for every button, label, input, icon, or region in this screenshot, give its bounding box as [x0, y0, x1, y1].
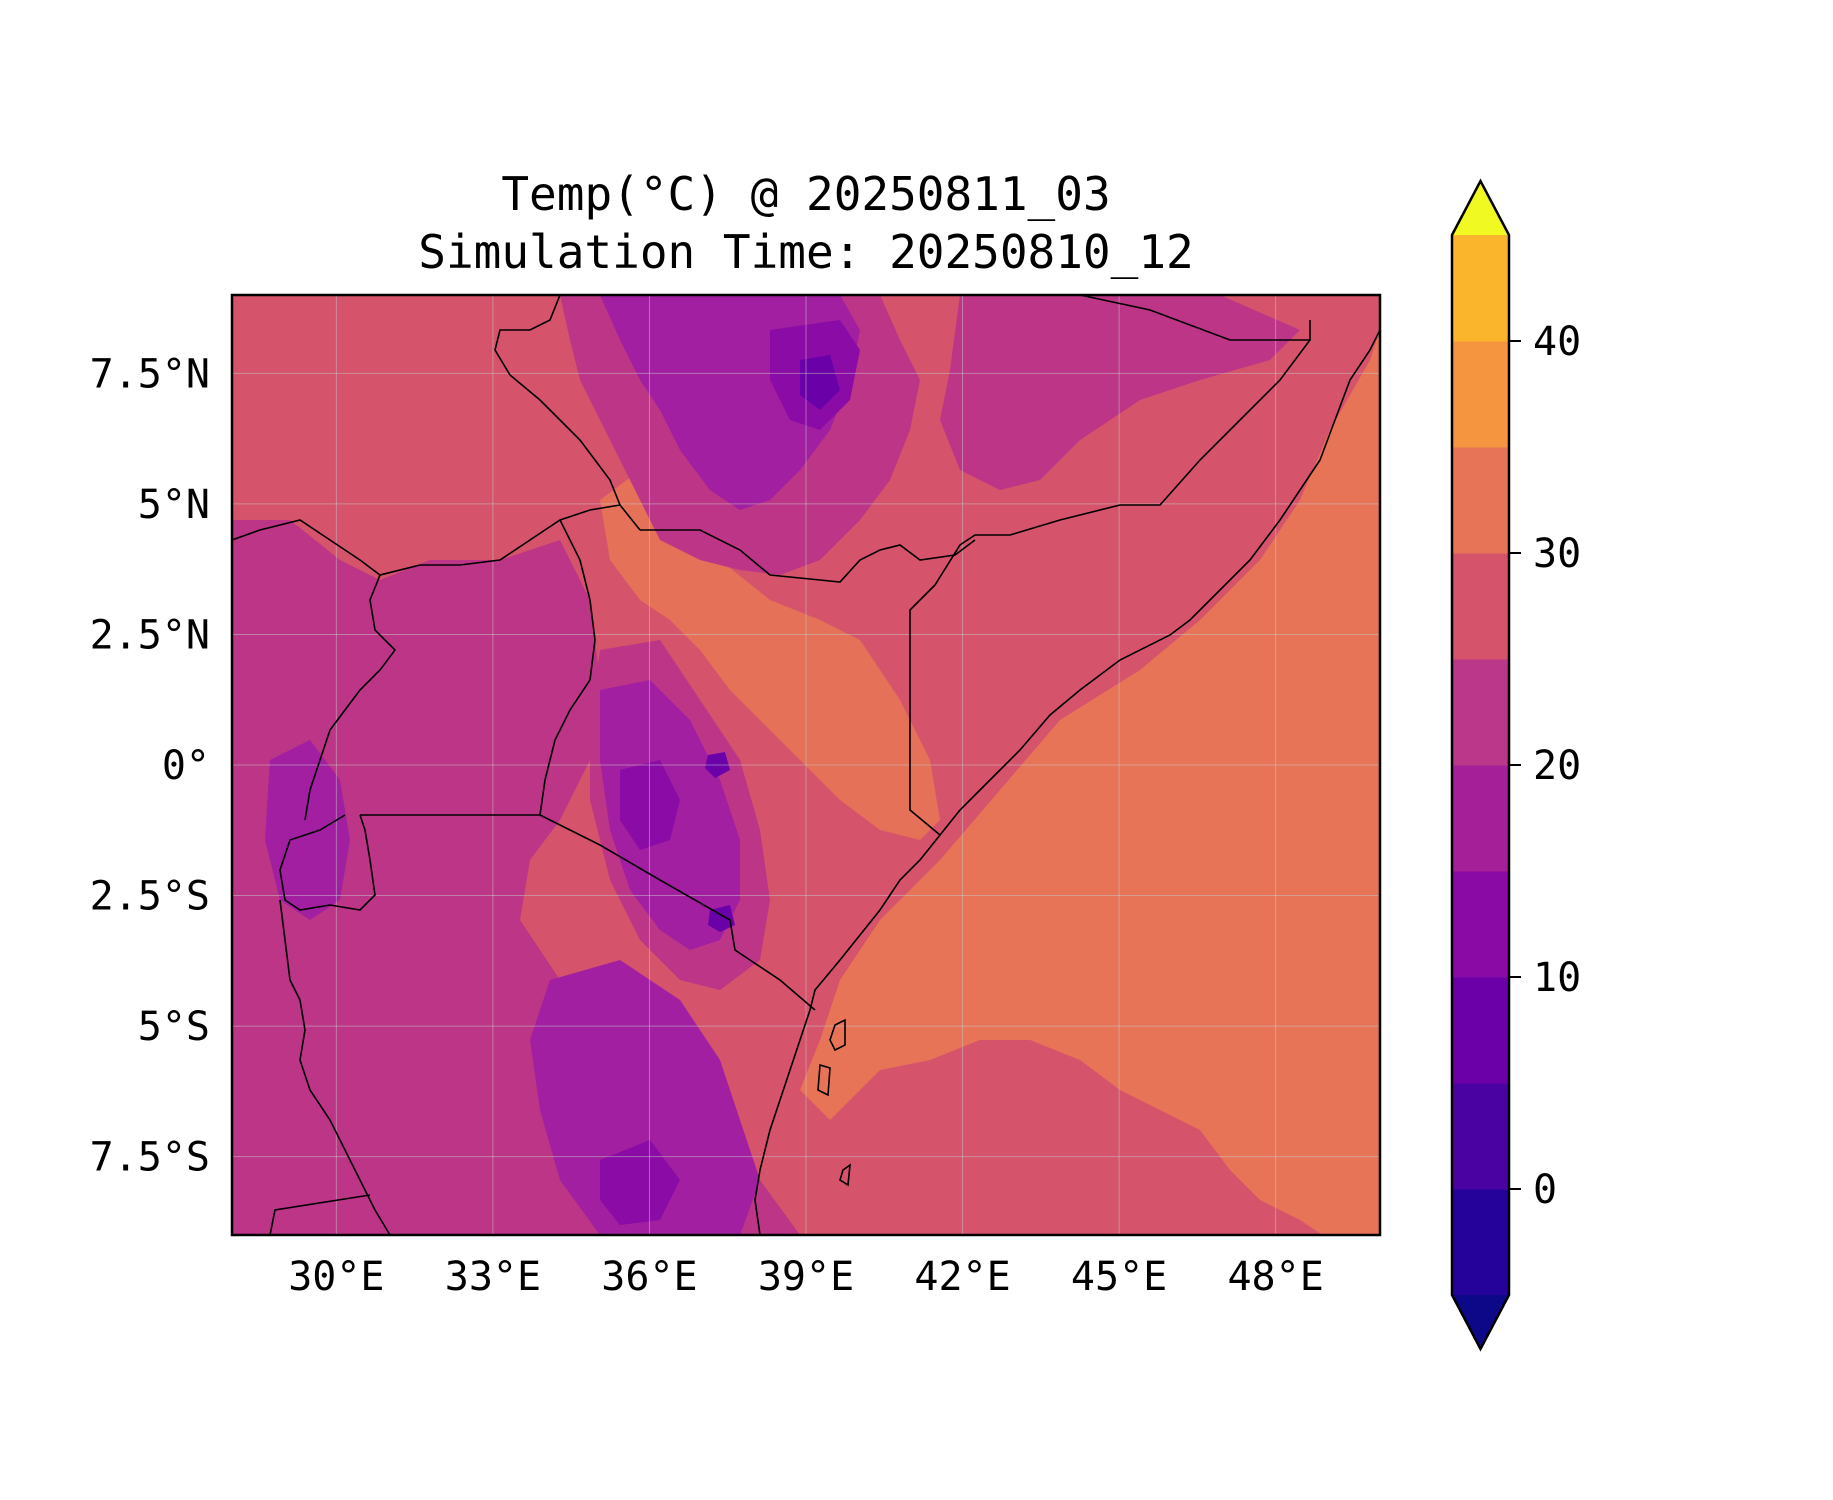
kenya-tanzania-border	[539, 814, 816, 1011]
uganda-kenya-border	[539, 519, 596, 816]
xtick-label: 36°E	[601, 1254, 697, 1300]
zambia-border	[269, 1194, 371, 1235]
colorbar-band	[1452, 1189, 1509, 1296]
colorbar-band	[1452, 765, 1509, 872]
colorbar-tick-label: 20	[1533, 743, 1581, 789]
colorbar-tick-label: 10	[1533, 955, 1581, 1001]
xtick-label: 30°E	[288, 1254, 384, 1300]
south-sudan-ethiopia-border	[494, 295, 641, 531]
warm-ocean-region	[800, 330, 1380, 1235]
colorbar-tick-label: 40	[1533, 319, 1581, 365]
coldest-ridge-ethiopia	[800, 355, 840, 410]
rwanda-burundi-border	[279, 814, 376, 911]
islands	[817, 1018, 851, 1187]
ytick-label: 7.5°N	[90, 351, 210, 397]
coldest-kenya	[620, 760, 680, 850]
ytick-label: 5°S	[138, 1004, 210, 1050]
colorbar-band	[1452, 871, 1509, 978]
map-title-line1: Temp(°C) @ 20250811_03	[501, 167, 1110, 221]
kenya-somalia-border	[909, 320, 1311, 836]
colorbar-band	[1452, 553, 1509, 660]
ytick-label: 0°	[162, 743, 210, 789]
colorbar-under-arrow	[1452, 1295, 1509, 1349]
ethiopia-kenya-border	[640, 529, 976, 583]
coldest-southern	[600, 1140, 680, 1225]
cool-northeast-plateau	[940, 295, 1300, 490]
colorbar-band	[1452, 659, 1509, 766]
cool-western-region	[232, 520, 800, 1235]
colorbar-outline	[1450, 178, 1511, 1352]
warm-eastern-highlands	[600, 470, 940, 840]
colorbar: 0 10 20 30 40	[1450, 178, 1581, 1352]
colorbar-band	[1452, 447, 1509, 554]
map-frame	[230, 293, 1382, 1237]
xtick-label: 45°E	[1071, 1254, 1167, 1300]
colorbar-band	[1452, 1083, 1509, 1190]
colorbar-tick-label: 30	[1533, 531, 1581, 577]
uganda-drc-border	[304, 574, 397, 821]
latitude-ticks: 7.5°N 5°N 2.5°N 0° 2.5°S 5°S 7.5°S	[90, 351, 210, 1180]
longitude-ticks: 30°E 33°E 36°E 39°E 42°E 45°E 48°E	[288, 1254, 1324, 1300]
map-gridlines	[232, 295, 1380, 1235]
ytick-label: 5°N	[138, 482, 210, 528]
xtick-label: 39°E	[758, 1254, 854, 1300]
xtick-label: 48°E	[1227, 1254, 1323, 1300]
ethiopia-somalia-border	[1079, 295, 1310, 341]
xtick-label: 42°E	[914, 1254, 1010, 1300]
country-borders	[232, 295, 1380, 1235]
ytick-label: 2.5°S	[90, 874, 210, 920]
colorbar-tick-label: 0	[1533, 1167, 1557, 1213]
cold-tanzania-highlands	[530, 960, 760, 1235]
western-rift-border	[279, 899, 391, 1235]
xtick-label: 33°E	[445, 1254, 541, 1300]
coastline	[754, 329, 1380, 1235]
ytick-label: 2.5°N	[90, 612, 210, 658]
colorbar-band	[1452, 977, 1509, 1084]
map-title-line2: Simulation Time: 20250810_12	[418, 225, 1193, 279]
colorbar-over-arrow	[1452, 181, 1509, 235]
colorbar-band	[1452, 235, 1509, 342]
ytick-label: 7.5°S	[90, 1135, 210, 1181]
cold-western-rift	[265, 740, 350, 920]
colorbar-band	[1452, 341, 1509, 448]
